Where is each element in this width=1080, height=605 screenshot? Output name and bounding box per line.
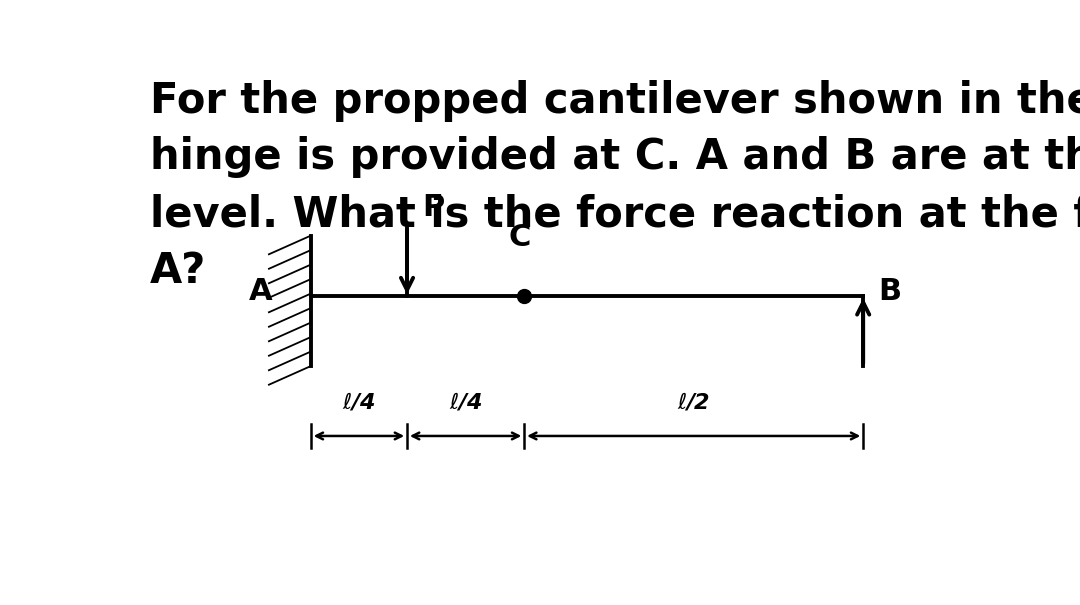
Text: $\ell$/4: $\ell$/4 xyxy=(342,391,376,413)
Text: B: B xyxy=(878,277,902,306)
Text: $\ell$/2: $\ell$/2 xyxy=(677,391,711,413)
Text: A: A xyxy=(248,277,272,306)
Text: C: C xyxy=(509,223,531,252)
Text: $\ell$/4: $\ell$/4 xyxy=(448,391,483,413)
Text: P: P xyxy=(422,192,444,221)
Text: For the propped cantilever shown in the figure, a
hinge is provided at C. A and : For the propped cantilever shown in the … xyxy=(150,80,1080,292)
